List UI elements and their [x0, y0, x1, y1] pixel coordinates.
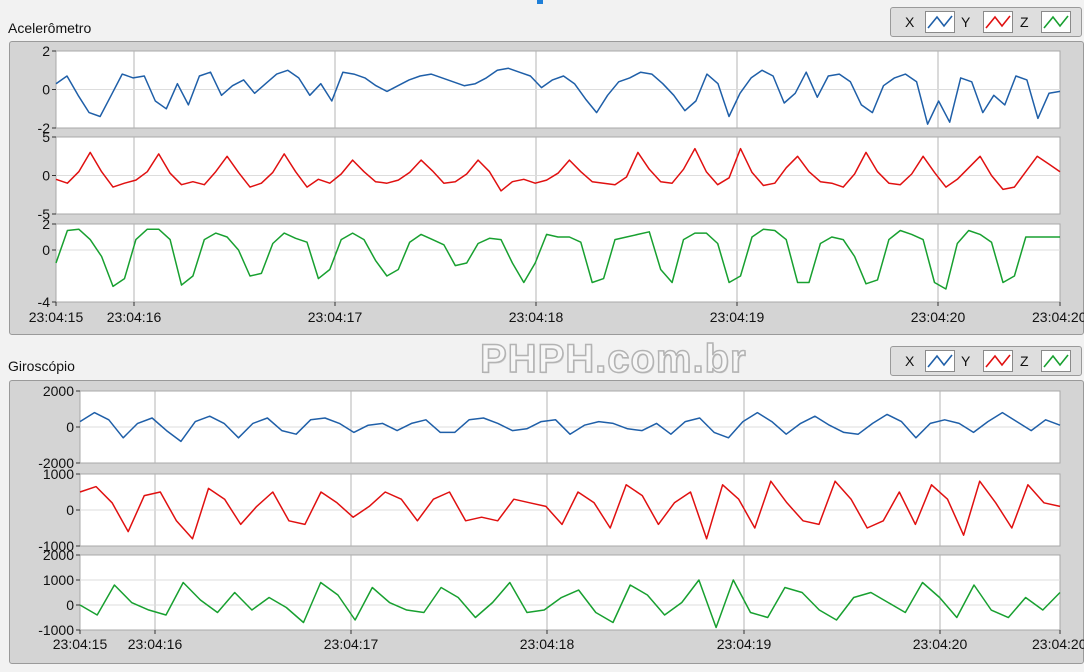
- legend-label-x: X: [905, 353, 915, 369]
- y-tick-label: 0: [42, 242, 50, 258]
- x-tick-label: 23:04:17: [324, 636, 379, 652]
- y-tick-label: -5: [38, 206, 51, 222]
- series-line-x: [79, 411, 1061, 443]
- y-tick-label: 0: [42, 82, 50, 98]
- gyroscope-legend[interactable]: X Y Z: [890, 346, 1082, 376]
- y-tick-label: 2: [42, 216, 50, 232]
- y-tick-label: 2000: [43, 383, 74, 399]
- series-line-x: [55, 67, 1061, 125]
- plot-area: [55, 223, 1061, 303]
- x-tick-label: 23:04:19: [710, 309, 765, 325]
- accelerometer-legend[interactable]: X Y Z: [890, 7, 1082, 37]
- watermark-text: PHPH.com.br: [479, 336, 747, 382]
- series-strip-z: 2 0 -4: [38, 216, 1061, 310]
- series-line-z: [79, 579, 1061, 629]
- y-tick-label: 1000: [43, 466, 74, 482]
- y-tick-label: -2000: [38, 455, 74, 471]
- series-strip-x: 2000 0 -2000: [38, 383, 1061, 471]
- y-tick-label: 0: [42, 168, 50, 184]
- x-tick-label: 23:04:17: [308, 309, 363, 325]
- series-line-z: [55, 228, 1060, 290]
- line-swatch-icon: [1041, 11, 1071, 33]
- line-swatch-icon: [925, 11, 955, 33]
- top-accent-marker: [537, 0, 543, 4]
- y-tick-label: 0: [66, 419, 74, 435]
- y-tick-label: -2: [38, 120, 51, 136]
- line-swatch-icon: [1041, 350, 1071, 372]
- series-strip-y: 1000 0 -1000: [38, 466, 1061, 554]
- y-tick-label: 1000: [43, 572, 74, 588]
- x-tick-label: 23:04:19: [717, 636, 772, 652]
- y-tick-label: 0: [66, 597, 74, 613]
- y-tick-label: 5: [42, 129, 50, 145]
- series-line-y: [79, 480, 1061, 540]
- series-line-y: [55, 147, 1061, 192]
- legend-label-z: Z: [1020, 353, 1029, 369]
- plot-area: [79, 554, 1061, 631]
- series-strip-z: 2000 1000 0 -1000: [38, 547, 1061, 638]
- x-tick-label: 23:04:20: [1032, 636, 1084, 652]
- y-tick-label: 2: [42, 43, 50, 59]
- accelerometer-chart-title: Acelerômetro: [8, 20, 92, 36]
- x-tick-label: 23:04:20: [913, 636, 968, 652]
- line-swatch-icon: [983, 11, 1013, 33]
- y-tick-label: 2000: [43, 547, 74, 563]
- legend-label-y: Y: [961, 14, 971, 30]
- x-tick-label: 23:04:18: [509, 309, 564, 325]
- line-swatch-icon: [925, 350, 955, 372]
- series-strip-x: 2 0 -2: [38, 43, 1061, 136]
- x-tick-label: 23:04:16: [128, 636, 183, 652]
- x-tick-label: 23:04:20: [911, 309, 966, 325]
- x-tick-label: 23:04:18: [520, 636, 575, 652]
- y-tick-label: -1000: [38, 622, 74, 638]
- legend-label-x: X: [905, 14, 915, 30]
- x-tick-label: 23:04:20: [1032, 309, 1084, 325]
- y-tick-label: -1000: [38, 538, 74, 554]
- legend-label-z: Z: [1020, 14, 1029, 30]
- x-tick-label: 23:04:15: [53, 636, 108, 652]
- line-swatch-icon: [983, 350, 1013, 372]
- legend-label-y: Y: [961, 353, 971, 369]
- x-tick-label: 23:04:16: [107, 309, 162, 325]
- y-tick-label: -4: [38, 294, 51, 310]
- series-strip-y: 5 0 -5: [38, 129, 1061, 222]
- x-tick-label: 23:04:15: [29, 309, 84, 325]
- y-tick-label: 0: [66, 502, 74, 518]
- gyroscope-chart-title: Giroscópio: [8, 358, 75, 374]
